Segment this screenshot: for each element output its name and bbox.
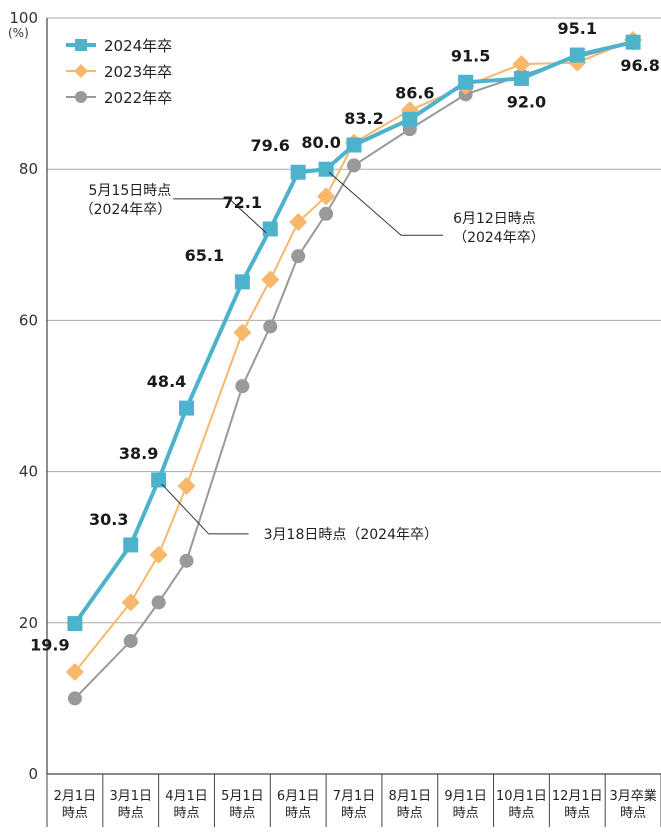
legend-marker (75, 91, 87, 103)
series-point (512, 55, 531, 74)
y-tick-label: 0 (28, 765, 38, 783)
annotation-leader (173, 198, 267, 234)
series-point (263, 319, 278, 334)
series-point (179, 553, 194, 568)
annotation-text: （2024年卒） (80, 202, 172, 218)
data-label: 92.0 (507, 92, 546, 111)
series-point (121, 593, 140, 612)
x-category-label: 時点 (508, 806, 534, 821)
legend: 2024年卒 2023年卒 2022年卒 (66, 37, 172, 107)
legend-marker (75, 39, 87, 51)
data-label: 91.5 (451, 46, 490, 65)
x-category-label: 時点 (620, 806, 646, 821)
annotations: 5月15日時点 （2024年卒） 6月12日時点 （2024年卒） 3月18日時点（20… (80, 171, 545, 543)
data-label: 72.1 (223, 193, 262, 212)
series-line (73, 40, 634, 625)
annotation-leader (328, 171, 444, 236)
series-point (151, 472, 167, 488)
y-axis-unit: (%) (8, 26, 29, 40)
legend-label: 2024年卒 (104, 37, 172, 55)
y-tick-labels: 0 20 40 60 80 100 (9, 9, 38, 783)
x-category-label: 3月卒業 (609, 788, 656, 804)
y-tick-label: 80 (19, 160, 38, 178)
x-category-label: 8月1日 (389, 789, 432, 804)
series-point (262, 221, 278, 237)
series-point (513, 70, 529, 86)
series-point (291, 249, 306, 264)
series-point (67, 616, 83, 632)
x-category-label: 10月1日 (496, 789, 547, 804)
x-category-label: 時点 (397, 806, 423, 821)
x-category-label: 3月1日 (109, 789, 152, 804)
data-label: 83.2 (344, 109, 383, 128)
x-category-label: 時点 (62, 806, 88, 821)
series-point (235, 379, 250, 394)
series-point (123, 537, 139, 553)
series-point (290, 164, 306, 180)
x-category-label: 時点 (174, 806, 200, 821)
data-label: 48.4 (147, 372, 186, 391)
series-point (317, 187, 336, 206)
series-point (177, 476, 196, 495)
x-category-label: 12月1日 (552, 789, 603, 804)
legend-marker (74, 64, 88, 78)
gridlines (47, 17, 661, 624)
y-tick-label: 20 (19, 614, 38, 632)
series-point (402, 111, 418, 127)
series-point (179, 400, 195, 416)
x-category-label: 時点 (285, 806, 311, 821)
x-category-label: 2月1日 (54, 789, 97, 804)
y-tick-label: 60 (19, 311, 38, 329)
data-label: 79.6 (250, 136, 289, 155)
data-series (65, 30, 643, 706)
x-category-label: 時点 (341, 806, 367, 821)
series-point (123, 633, 138, 648)
data-label: 38.9 (119, 444, 158, 463)
annotation-text: （2024年卒） (453, 230, 545, 246)
legend-label: 2023年卒 (104, 63, 172, 81)
data-label: 86.6 (395, 83, 434, 102)
annotation-text: 6月12日時点 (453, 211, 536, 227)
data-label: 19.9 (30, 636, 69, 655)
series-point (261, 270, 280, 289)
data-label: 96.8 (620, 56, 659, 75)
series-point (234, 274, 250, 290)
x-category-label: 時点 (564, 806, 590, 821)
data-labels: 19.9 30.3 38.9 48.4 65.1 72.1 79.6 80.083.2 86.6… (30, 19, 660, 655)
data-label: 80.0 (301, 133, 340, 152)
series-point (569, 47, 585, 63)
x-category-label: 4月1日 (165, 789, 208, 804)
series-point (319, 206, 334, 221)
series-point (233, 323, 252, 342)
annotation-text: 5月15日時点 (89, 183, 172, 199)
data-label: 65.1 (185, 246, 224, 265)
series-point (625, 34, 641, 50)
x-category-label: 時点 (229, 806, 255, 821)
y-tick-label: 40 (19, 463, 38, 481)
x-category-label: 5月1日 (221, 789, 264, 804)
x-category-label: 6月1日 (277, 789, 320, 804)
annotation-leader (161, 483, 249, 535)
series-point (346, 137, 362, 153)
axes (46, 18, 661, 775)
data-label: 95.1 (558, 19, 597, 38)
series-point (458, 74, 474, 90)
x-category-label: 7月1日 (333, 789, 376, 804)
series-point (347, 158, 361, 173)
x-category-label: 時点 (453, 806, 479, 821)
legend-label: 2022年卒 (104, 89, 172, 107)
series-point (289, 213, 308, 232)
series-line (74, 38, 634, 673)
y-tick-label: 100 (9, 9, 38, 27)
series-point (149, 545, 168, 564)
series-point (151, 595, 166, 610)
series-point (67, 691, 82, 706)
x-category-label: 9月1日 (444, 789, 487, 804)
series-point (65, 662, 84, 681)
annotation-text: 3月18日時点（2024年卒） (264, 527, 438, 543)
data-label: 30.3 (89, 510, 128, 529)
x-category-label: 時点 (118, 806, 144, 821)
